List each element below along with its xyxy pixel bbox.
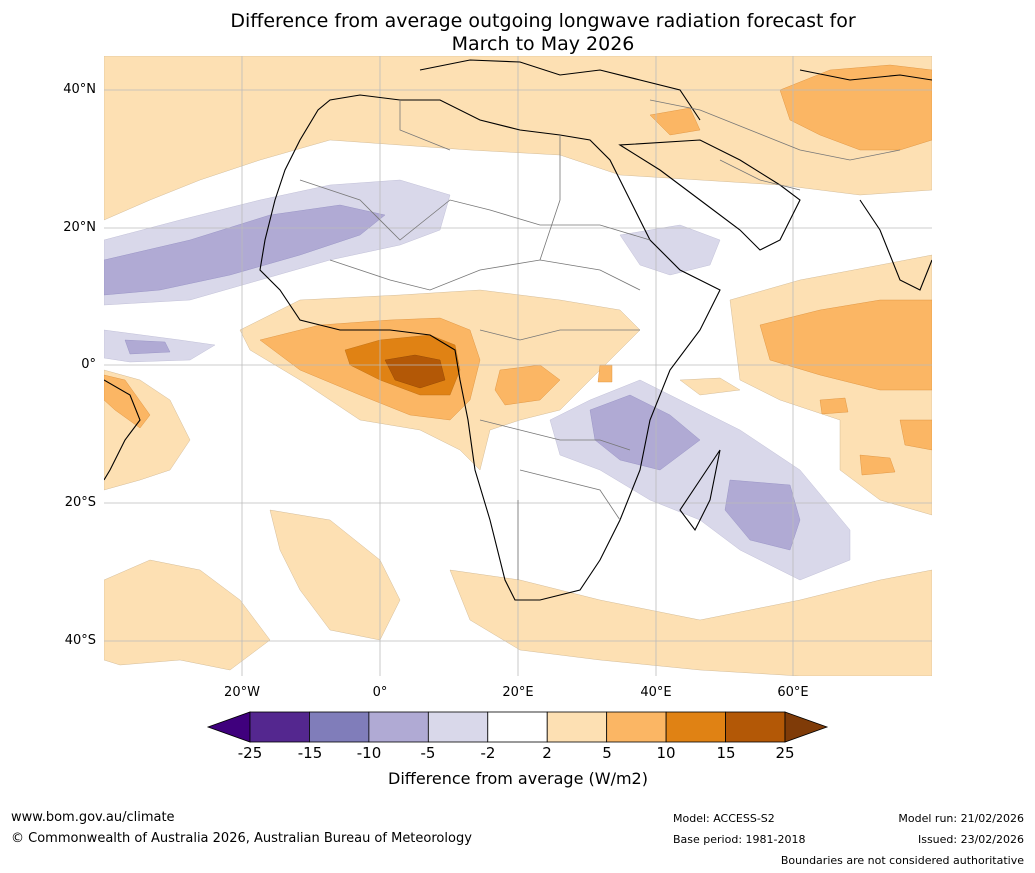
lat-label-40s: 40°S	[64, 633, 96, 648]
colorbar-label: Difference from average (W/m2)	[388, 769, 648, 788]
colorbar-segment	[665, 711, 726, 743]
colorbar-tick: -25	[237, 744, 263, 762]
lon-label-60e: 60°E	[777, 685, 809, 700]
lon-label-0: 0°	[372, 685, 388, 700]
colorbar-segment	[606, 711, 667, 743]
colorbar-tick: 10	[656, 744, 676, 762]
title-line-2: March to May 2026	[451, 33, 635, 55]
positive-anomaly-15-25	[384, 354, 446, 389]
map-title: Difference from average outgoing longwav…	[104, 10, 982, 56]
footer-model: Model: ACCESS-S2	[673, 812, 775, 825]
colorbar-tick: -2	[480, 744, 496, 762]
colorbar-segment	[427, 711, 489, 743]
negative-anomaly-5-10	[104, 204, 801, 551]
colorbar-segment	[249, 711, 310, 743]
footer-disclaimer: Boundaries are not considered authoritat…	[780, 854, 1024, 867]
colorbar-extend-high	[784, 711, 829, 743]
footer-base-period: Base period: 1981-2018	[673, 833, 806, 846]
colorbar-tick: 25	[775, 744, 795, 762]
colorbar-tick: 15	[716, 744, 736, 762]
lat-label-0: 0°	[81, 357, 96, 372]
footer-copyright: © Commonwealth of Australia 2026, Austra…	[11, 831, 472, 846]
colorbar-tick: -5	[420, 744, 436, 762]
colorbar-segment	[546, 711, 608, 743]
graticule	[104, 56, 932, 676]
lon-label-20e: 20°E	[502, 685, 534, 700]
lon-label-40e: 40°E	[640, 685, 672, 700]
colorbar-tick: 5	[602, 744, 612, 762]
title-line-1: Difference from average outgoing longwav…	[230, 10, 856, 32]
lon-label-20w: 20°W	[224, 685, 260, 700]
colorbar-tick: -15	[297, 744, 323, 762]
footer-issued: Issued: 23/02/2026	[917, 833, 1024, 846]
colorbar-extend-low	[206, 711, 251, 743]
lat-label-20n: 20°N	[63, 220, 96, 235]
colorbar-segment	[487, 711, 548, 743]
country-borders	[299, 99, 901, 580]
colorbar-segment	[309, 711, 370, 743]
footer-model-run: Model run: 21/02/2026	[898, 812, 1024, 825]
footer-url[interactable]: www.bom.gov.au/climate	[11, 810, 175, 825]
colorbar-segment	[725, 711, 786, 743]
colorbar-segment	[368, 711, 429, 743]
colorbar-tick: -10	[356, 744, 382, 762]
coastlines	[104, 59, 932, 601]
lat-label-20s: 20°S	[64, 495, 96, 510]
colorbar-tick: 2	[542, 744, 552, 762]
lat-label-40n: 40°N	[63, 82, 96, 97]
